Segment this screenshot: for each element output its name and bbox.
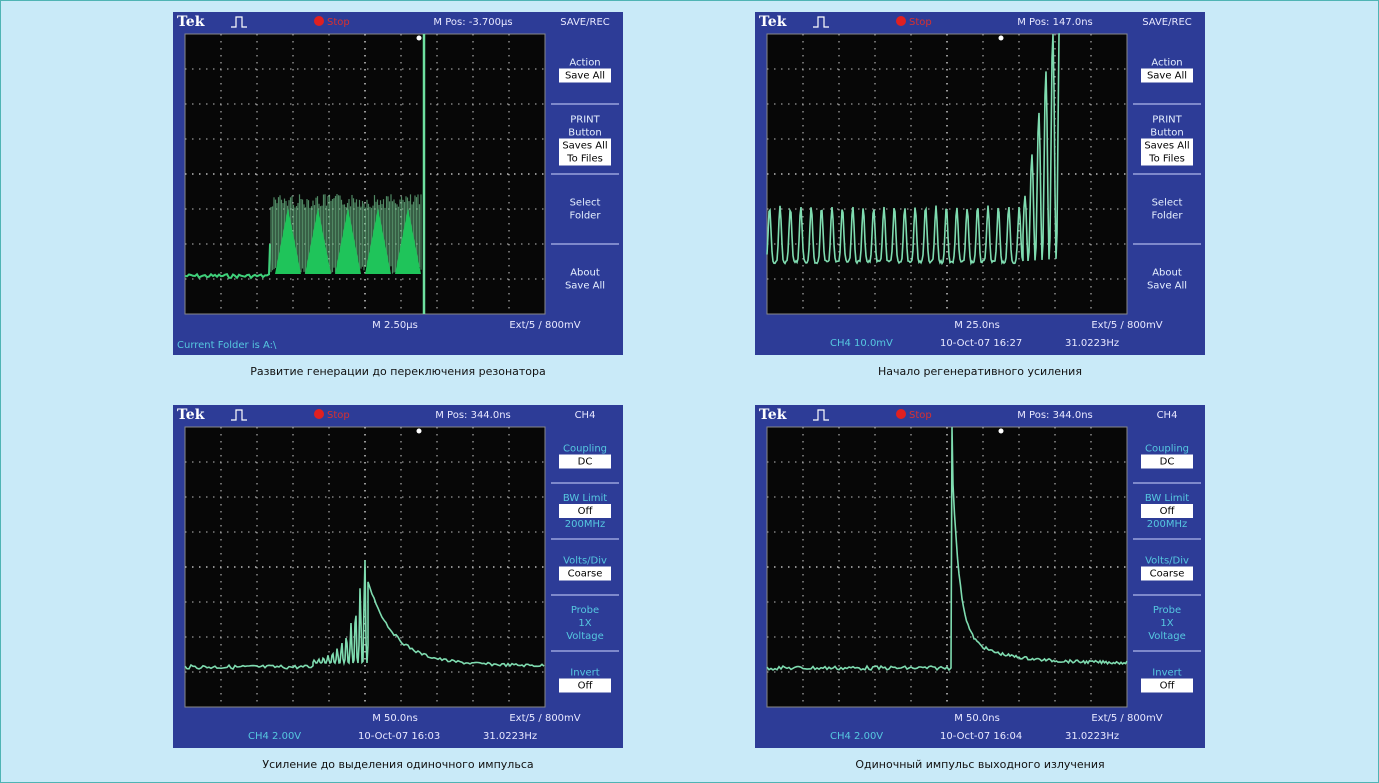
marker xyxy=(999,36,1004,41)
position: M Pos: 344.0ns xyxy=(435,410,511,421)
position: M Pos: -3.700µs xyxy=(433,17,512,28)
frequency: 31.0223Hz xyxy=(1065,731,1119,742)
menu-box: Coarse xyxy=(1150,569,1185,580)
position: M Pos: 344.0ns xyxy=(1017,410,1093,421)
status: Stop xyxy=(327,17,350,28)
channel-setting: CH4 2.00V xyxy=(248,731,301,742)
oscilloscope-panel: Tek Stop M Pos: 147.0ns SAVE/REC Action Save … xyxy=(755,12,1205,355)
menu-box: To Files xyxy=(1148,154,1185,165)
menu-label: Invert xyxy=(570,668,599,679)
menu-label: Folder xyxy=(570,211,602,222)
menu-label: About xyxy=(1152,268,1182,279)
menu-box: DC xyxy=(1160,457,1175,468)
menu-label: Coupling xyxy=(563,444,607,455)
marker xyxy=(999,429,1004,434)
brand: Tek xyxy=(177,407,205,423)
menu-label: BW Limit xyxy=(1145,493,1189,504)
marker xyxy=(417,36,422,41)
menu-box: Save All xyxy=(565,71,605,82)
menu-label: About xyxy=(570,268,600,279)
status: Stop xyxy=(909,17,932,28)
caption: Развитие генерации до переключения резон… xyxy=(250,365,546,378)
timebase: M 25.0ns xyxy=(954,320,1000,331)
timebase: M 50.0ns xyxy=(372,713,418,724)
menu-box: Saves All xyxy=(562,141,607,152)
menu-box: DC xyxy=(578,457,593,468)
status-dot xyxy=(896,409,906,419)
menu-label: Select xyxy=(570,198,601,209)
status-dot xyxy=(896,16,906,26)
menu-note: 200MHz xyxy=(565,519,605,530)
channel-setting: CH4 2.00V xyxy=(830,731,883,742)
menu-label: PRINT xyxy=(570,115,600,126)
menu-box: To Files xyxy=(566,154,603,165)
menu-box: Saves All xyxy=(1144,141,1189,152)
menu-box: Coarse xyxy=(568,569,603,580)
status: Stop xyxy=(327,410,350,421)
menu-box: Save All xyxy=(1147,71,1187,82)
oscilloscope-panel: Tek Stop M Pos: 344.0ns CH4 Coupling DC BW Lim… xyxy=(173,405,623,748)
menu-label: Voltage xyxy=(1148,631,1186,642)
channel-setting: CH4 10.0mV xyxy=(830,338,893,349)
menu-label: Invert xyxy=(1152,668,1181,679)
menu-label: Volts/Div xyxy=(1145,556,1189,567)
marker xyxy=(417,429,422,434)
menu-box: Off xyxy=(1160,681,1176,692)
menu-label: Button xyxy=(568,128,602,139)
date-time: 10-Oct-07 16:04 xyxy=(940,731,1022,742)
trigger-setting: Ext/5 / 800mV xyxy=(509,320,580,331)
frequency: 31.0223Hz xyxy=(1065,338,1119,349)
caption: Одиночный импульс выходного излучения xyxy=(855,758,1104,771)
menu-label: Probe xyxy=(1153,605,1181,616)
oscilloscope-panel: Tek Stop M Pos: 344.0ns CH4 Coupling DC BW Lim… xyxy=(755,405,1205,748)
menu-label: Save All xyxy=(565,281,605,292)
status-dot xyxy=(314,16,324,26)
menu-label: Folder xyxy=(1152,211,1184,222)
menu-title: SAVE/REC xyxy=(560,17,610,28)
menu-label: PRINT xyxy=(1152,115,1182,126)
menu-title: CH4 xyxy=(575,410,596,421)
date-time: 10-Oct-07 16:03 xyxy=(358,731,440,742)
menu-label: Coupling xyxy=(1145,444,1189,455)
date-time: 10-Oct-07 16:27 xyxy=(940,338,1022,349)
oscilloscope-panel: Tek Stop M Pos: -3.700µs SAVE/REC Action Save… xyxy=(173,12,623,355)
timebase: M 50.0ns xyxy=(954,713,1000,724)
menu-box: Off xyxy=(578,506,594,517)
frequency: 31.0223Hz xyxy=(483,731,537,742)
menu-label: Voltage xyxy=(566,631,604,642)
menu-box: Off xyxy=(578,681,594,692)
menu-label: Action xyxy=(1151,58,1182,69)
menu-title: CH4 xyxy=(1157,410,1178,421)
figure-page: Tek Stop M Pos: -3.700µs SAVE/REC Action Save… xyxy=(0,0,1379,783)
trigger-setting: Ext/5 / 800mV xyxy=(1091,320,1162,331)
menu-label: Select xyxy=(1152,198,1183,209)
trigger-setting: Ext/5 / 800mV xyxy=(509,713,580,724)
caption: Усиление до выделения одиночного импульс… xyxy=(262,758,533,771)
brand: Tek xyxy=(759,14,787,30)
menu-label: 1X xyxy=(1160,618,1173,629)
position: M Pos: 147.0ns xyxy=(1017,17,1093,28)
status-dot xyxy=(314,409,324,419)
trigger-setting: Ext/5 / 800mV xyxy=(1091,713,1162,724)
status-line: Current Folder is A:\ xyxy=(177,340,277,351)
menu-label: 1X xyxy=(578,618,591,629)
menu-label: BW Limit xyxy=(563,493,607,504)
timebase: M 2.50µs xyxy=(372,320,418,331)
brand: Tek xyxy=(759,407,787,423)
caption: Начало регенеративного усиления xyxy=(878,365,1082,378)
menu-label: Volts/Div xyxy=(563,556,607,567)
menu-label: Probe xyxy=(571,605,599,616)
menu-title: SAVE/REC xyxy=(1142,17,1192,28)
brand: Tek xyxy=(177,14,205,30)
menu-label: Button xyxy=(1150,128,1184,139)
menu-label: Save All xyxy=(1147,281,1187,292)
menu-note: 200MHz xyxy=(1147,519,1187,530)
menu-box: Off xyxy=(1160,506,1176,517)
status: Stop xyxy=(909,410,932,421)
menu-label: Action xyxy=(569,58,600,69)
